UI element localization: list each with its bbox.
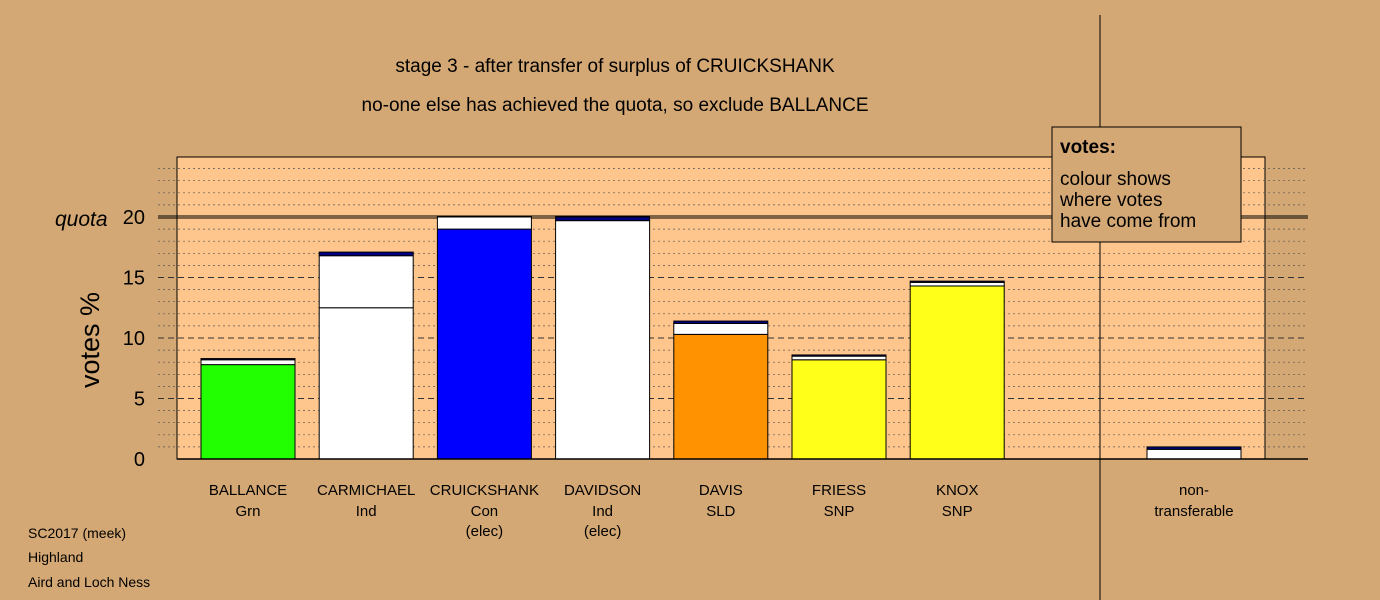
bar-segment <box>318 255 414 309</box>
bar-segment <box>1146 448 1242 460</box>
bar-segment <box>318 307 414 460</box>
bar-ballance <box>200 358 296 460</box>
bar-friess <box>791 354 887 460</box>
x-label-party: Ind <box>592 503 613 520</box>
bar-segment <box>909 281 1005 287</box>
x-label-party: SNP <box>942 503 973 520</box>
y-ticks: 0 5 10 15 20 <box>123 207 145 471</box>
bars <box>200 216 1242 460</box>
bar-segment <box>318 251 414 257</box>
bar-segment <box>200 359 296 366</box>
bar-davidson <box>555 216 651 460</box>
bar-carmichael <box>318 251 414 460</box>
bar-segment <box>791 355 887 361</box>
bar-segment <box>436 228 532 460</box>
quota-label: quota <box>55 208 108 231</box>
x-label-name: DAVIS <box>699 482 743 499</box>
footer-line-1: SC2017 (meek) <box>28 525 126 541</box>
y-tick-label: 20 <box>123 207 145 229</box>
x-label-party: Grn <box>235 503 260 520</box>
bar-segment <box>555 216 651 222</box>
bar-segment <box>909 285 1005 460</box>
x-labels: BALLANCE Grn CARMICHAEL Ind CRUICKSHANK Con (e… <box>209 482 1234 540</box>
y-tick-label: 10 <box>123 328 145 350</box>
legend-line-3: have come from <box>1060 211 1196 232</box>
y-tick-label: 0 <box>134 449 145 471</box>
x-label-name: BALLANCE <box>209 482 287 499</box>
x-label-party: SNP <box>824 503 855 520</box>
y-tick-label: 5 <box>134 389 145 411</box>
bar-segment <box>791 354 887 357</box>
bar-segment <box>1146 446 1242 450</box>
x-label-party: Ind <box>356 503 377 520</box>
bar-nontransferable <box>1146 446 1242 460</box>
x-label-name: CRUICKSHANK <box>430 482 539 499</box>
bar-knox <box>909 280 1005 460</box>
chart-subtitle: no-one else has achieved the quota, so e… <box>362 95 869 116</box>
y-axis-label: votes % <box>75 292 105 388</box>
bar-segment <box>200 364 296 460</box>
bar-segment <box>673 322 769 335</box>
bar-segment <box>673 320 769 324</box>
x-label-party: SLD <box>706 503 735 520</box>
y-tick-label: 15 <box>123 268 145 290</box>
x-label-name: DAVIDSON <box>564 482 641 499</box>
bar-cruickshank <box>436 216 532 460</box>
legend-line-2: where votes <box>1059 190 1162 211</box>
bar-davis <box>673 320 769 460</box>
x-label-nontransferable: transferable <box>1154 503 1233 520</box>
legend-line-1: colour shows <box>1060 169 1171 190</box>
x-label-nontransferable: non- <box>1179 482 1209 499</box>
footer-line-2: Highland <box>28 549 83 565</box>
legend-title: votes: <box>1060 137 1116 158</box>
bar-segment <box>909 280 1005 283</box>
chart-title: stage 3 - after transfer of surplus of C… <box>395 56 835 77</box>
x-label-status: (elec) <box>466 523 504 540</box>
x-label-party: Con <box>471 503 499 520</box>
bar-segment <box>791 359 887 460</box>
bar-segment <box>200 358 296 361</box>
footer-line-3: Aird and Loch Ness <box>28 574 150 590</box>
legend-box <box>1051 126 1242 243</box>
legend: votes: colour shows where votes have com… <box>1051 126 1242 243</box>
x-label-name: CARMICHAEL <box>317 482 415 499</box>
bar-segment <box>555 220 651 460</box>
x-label-name: KNOX <box>936 482 979 499</box>
x-label-name: FRIESS <box>812 482 866 499</box>
bar-segment <box>673 333 769 460</box>
x-label-status: (elec) <box>584 523 622 540</box>
bar-segment <box>436 216 532 230</box>
